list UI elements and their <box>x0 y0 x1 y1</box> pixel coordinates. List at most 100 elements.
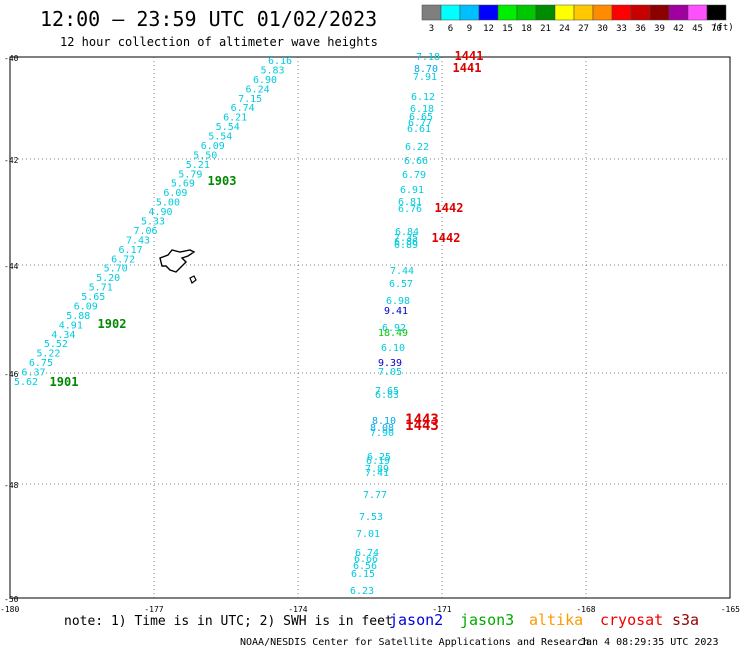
legend-label: 12 <box>483 24 494 34</box>
swh-value: 6.65 <box>409 112 433 123</box>
legend-label: 24 <box>559 24 570 34</box>
color-legend: 3 6 9 12 15 18 21 24 27 30 33 36 39 42 45 70 <box>421 4 727 34</box>
swh-value: 6.91 <box>400 185 424 196</box>
swh-value: 9.39 <box>378 358 402 369</box>
time-label: 1902 <box>98 317 127 331</box>
lat-label: -42 <box>4 156 19 165</box>
island-outline <box>159 249 197 284</box>
swh-value: 5.69 <box>171 179 195 190</box>
swh-value: 9.41 <box>384 306 408 317</box>
footer-credit: NOAA/NESDIS Center for Satellite Applica… <box>240 637 589 648</box>
swh-value: 7.15 <box>238 94 262 105</box>
swh-value: 6.24 <box>246 84 270 95</box>
lon-label: -171 <box>432 605 451 614</box>
footer-note: note: 1) Time is in UTC; 2) SWH is in fe… <box>64 614 393 629</box>
swh-value: 4.90 <box>148 207 172 218</box>
legend-swatch <box>554 4 575 21</box>
swh-value: 5.54 <box>216 122 240 133</box>
legend-swatch <box>421 4 442 21</box>
swh-value: 7.65 <box>375 386 399 397</box>
swh-value: 7.35 <box>394 233 418 244</box>
swh-value: 6.22 <box>405 142 429 153</box>
swh-value: 6.84 <box>395 227 419 238</box>
swh-value: 6.09 <box>74 301 98 312</box>
satellite-label: jason2 <box>389 611 443 629</box>
swh-value: 7.53 <box>359 512 383 523</box>
legend-swatch <box>592 4 613 21</box>
swh-value: 6.23 <box>350 586 374 597</box>
lon-label: -180 <box>0 605 19 614</box>
swh-value: 4.34 <box>51 330 75 341</box>
plot-frame <box>9 56 731 599</box>
swh-value: 7.89 <box>365 464 389 475</box>
swh-value: 7.06 <box>133 226 157 237</box>
legend-label: 3 <box>429 24 434 34</box>
swh-value: 7.90 <box>370 428 394 439</box>
west-track: 6.165.836.906.247.156.746.215.545.546.09… <box>14 56 292 388</box>
swh-value: 5.88 <box>66 311 90 322</box>
swh-value: 6.90 <box>253 75 277 86</box>
swh-value: 5.83 <box>260 65 284 76</box>
swh-value: 6.75 <box>29 358 53 369</box>
swh-value: 5.50 <box>193 150 217 161</box>
grid-lines <box>10 57 730 598</box>
time-label: 1443 <box>405 418 439 434</box>
time-label: 1441 <box>455 49 484 63</box>
swh-value: 5.21 <box>186 160 210 171</box>
swh-value: 5.20 <box>96 273 120 284</box>
legend-label: 33 <box>616 24 627 34</box>
swh-value: 7.77 <box>363 490 387 501</box>
swh-value: 6.89 <box>394 240 418 251</box>
swh-value: 8.70 <box>414 64 438 75</box>
swh-value: 5.22 <box>36 349 60 360</box>
time-label: 1442 <box>432 231 461 245</box>
legend-swatch <box>516 4 537 21</box>
swh-value: 6.79 <box>402 170 426 181</box>
legend-label: 21 <box>540 24 551 34</box>
lat-label: -46 <box>4 370 19 379</box>
swh-value: 6.19 <box>366 456 390 467</box>
swh-value: 6.57 <box>389 279 413 290</box>
swh-value: 7.05 <box>378 367 402 378</box>
swh-value: 5.62 <box>14 377 38 388</box>
legend-label: 30 <box>597 24 608 34</box>
swh-value: 6.18 <box>410 104 434 115</box>
swh-value: 8.08 <box>370 423 394 434</box>
legend-label: 36 <box>635 24 646 34</box>
legend-swatch <box>440 4 461 21</box>
swh-value: 6.16 <box>268 56 292 67</box>
legend-swatch <box>459 4 480 21</box>
swh-value: 7.43 <box>126 235 150 246</box>
swh-value: 5.65 <box>81 292 105 303</box>
legend-label: 27 <box>578 24 589 34</box>
axis-labels: -40 -42 -44 -46 -48 -50-180 -177 -174 -171 -168 -1… <box>0 54 740 614</box>
satellite-label: cryosat <box>600 611 663 629</box>
legend-swatch <box>573 4 594 21</box>
time-label: 1442 <box>435 201 464 215</box>
satellite-label: s3a <box>672 611 699 629</box>
swh-value: 5.33 <box>141 217 165 228</box>
swh-value: 6.92 <box>382 323 406 334</box>
swh-value: 6.81 <box>398 197 422 208</box>
swh-value: 6.09 <box>163 188 187 199</box>
swh-value: 6.72 <box>111 254 135 265</box>
map-subtitle: 12 hour collection of altimeter wave hei… <box>60 35 378 49</box>
swh-value: 6.09 <box>201 141 225 152</box>
swh-value: 6.25 <box>367 452 391 463</box>
legend-swatch <box>497 4 518 21</box>
lon-label: -177 <box>144 605 163 614</box>
legend-label: 18 <box>521 24 532 34</box>
swh-value: 7.44 <box>390 266 414 277</box>
swh-value: 5.54 <box>208 132 232 143</box>
legend-label: 45 <box>692 24 703 34</box>
legend-swatch <box>668 4 689 21</box>
swh-value: 7.41 <box>365 468 389 479</box>
legend-swatch <box>478 4 499 21</box>
lon-label: -165 <box>721 605 740 614</box>
swh-value: 6.12 <box>411 92 435 103</box>
time-label: 1441 <box>453 61 482 75</box>
time-label: 1903 <box>208 174 237 188</box>
swh-value: 5.79 <box>178 169 202 180</box>
